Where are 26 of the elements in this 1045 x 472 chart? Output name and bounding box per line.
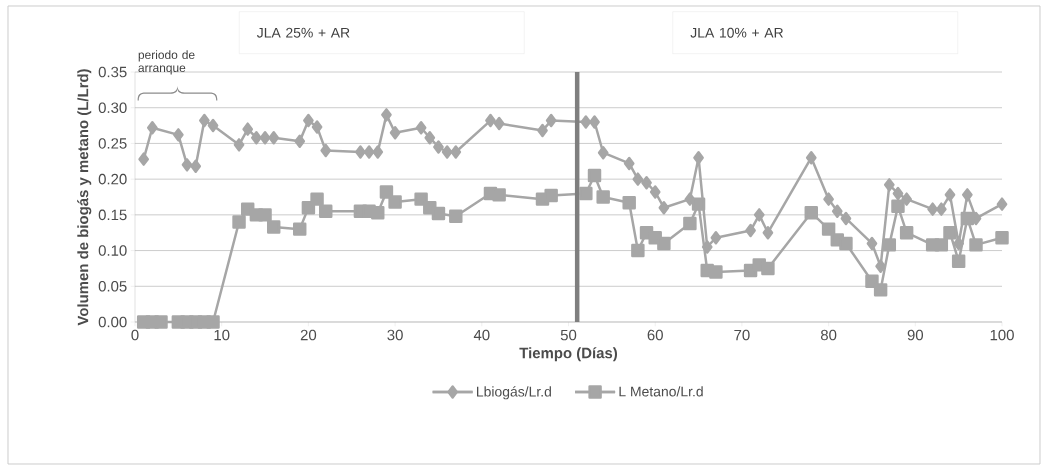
y-tick-label: 0.10 bbox=[98, 245, 127, 256]
x-tick-label: 40 bbox=[473, 329, 490, 341]
legend-label: L Metano/Lr.d bbox=[619, 386, 703, 397]
y-tick-label: 0.05 bbox=[98, 280, 127, 292]
x-tick-label: 70 bbox=[734, 329, 750, 341]
y-tick-label: 0.00 bbox=[98, 316, 127, 328]
text: JLA 25% + AR bbox=[256, 27, 350, 38]
y-tick-label: 0.35 bbox=[98, 66, 127, 78]
y-tick-label: 0.15 bbox=[98, 209, 127, 221]
x-tick-label: 0 bbox=[131, 329, 139, 341]
x-tick-label: 30 bbox=[387, 329, 403, 341]
x-tick-label: 80 bbox=[820, 329, 837, 341]
x-axis-title: Tiempo (Días) bbox=[519, 347, 618, 362]
y-tick-label: 0.20 bbox=[98, 173, 127, 185]
x-tick-label: 60 bbox=[647, 329, 663, 341]
y-tick-label: 0.25 bbox=[98, 138, 127, 149]
x-tick-label: 90 bbox=[907, 329, 924, 341]
x-tick-label: 20 bbox=[300, 329, 317, 341]
x-tick-label: 10 bbox=[214, 329, 230, 341]
annotation: periodo de arranque bbox=[138, 50, 195, 75]
y-tick-label: 0.30 bbox=[98, 102, 127, 113]
x-tick-label: 50 bbox=[560, 329, 577, 341]
text: JLA 10% + AR bbox=[690, 27, 783, 38]
y-axis-title: Volumen de biogás y metano (L/Lrd) bbox=[77, 69, 92, 326]
x-tick-label: 100 bbox=[990, 329, 1014, 341]
legend-label: Lbiogás/Lr.d bbox=[477, 386, 551, 400]
